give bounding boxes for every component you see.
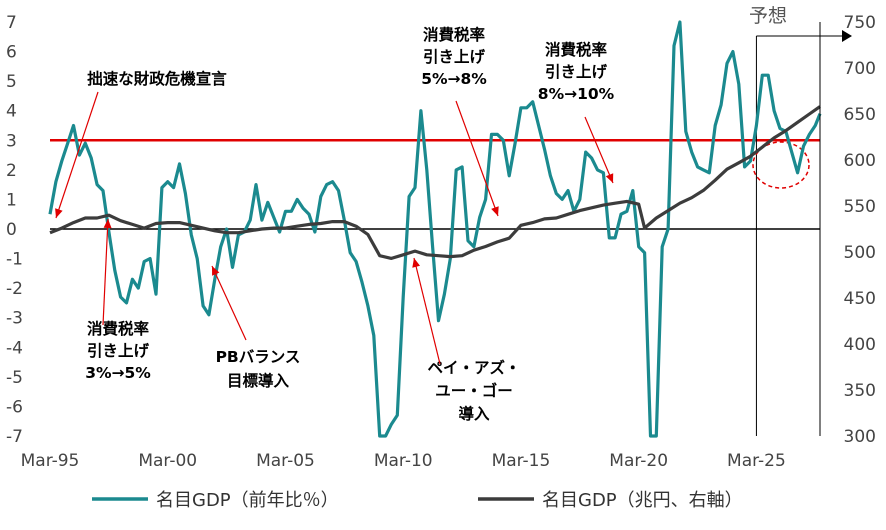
- annotation-arrow-line: [455, 100, 499, 217]
- annotation-text: 消費税率引き上げ 3%→5%: [85, 319, 151, 382]
- y-right-tick-label: 550: [844, 197, 876, 217]
- forecast-arrow-icon: [842, 30, 852, 42]
- annotation-arrowhead-icon: [605, 173, 614, 183]
- annotation-arrow-line: [55, 91, 99, 219]
- annotation-text: 消費税率引き上げ 8%→10%: [538, 40, 615, 103]
- annotation-arrowhead-icon: [412, 258, 420, 268]
- y-right-tick-label: 300: [844, 427, 876, 447]
- x-tick-label: Mar-00: [138, 451, 197, 471]
- annotation-text: 拙速な財政危機宣言: [87, 69, 227, 88]
- annotation-text: PBバランス目標導入: [216, 348, 301, 390]
- annotation-line: 導入: [458, 404, 490, 423]
- y-left-tick-label: 5: [6, 72, 17, 92]
- annotation-text: 消費税率引き上げ 5%→8%: [421, 25, 487, 88]
- forecast-label: 予想: [749, 5, 787, 27]
- annotation-line: 消費税率: [423, 25, 486, 44]
- y-left-tick-label: -1: [6, 250, 23, 270]
- x-tick-label: Mar-10: [374, 451, 433, 471]
- annotation-line: 拙速な財政危機宣言: [87, 69, 227, 88]
- x-tick-label: Mar-95: [21, 451, 80, 471]
- annotation-line: ペイ・アズ・: [427, 358, 520, 377]
- annotation-arrow-line: [211, 265, 247, 341]
- annotation-text: ペイ・アズ・ユー・ゴー導入: [427, 358, 520, 423]
- series-line-nominal-gdp-yoy: [48, 20, 822, 438]
- annotation-arrowhead-icon: [212, 266, 220, 276]
- annotation-line: 目標導入: [227, 371, 290, 390]
- annotation-line: 消費税率: [545, 40, 608, 59]
- y-left-tick-label: -3: [6, 309, 23, 329]
- y-right-tick-label: 350: [844, 381, 876, 401]
- annotation-arrowhead-icon: [55, 208, 63, 218]
- y-left-tick-label: -6: [6, 397, 23, 417]
- x-tick-label: Mar-25: [727, 451, 786, 471]
- y-left-tick-label: 7: [6, 13, 17, 33]
- x-tick-label: Mar-20: [609, 451, 668, 471]
- annotation-line: PBバランス: [216, 348, 301, 366]
- annotation-line: 5%→8%: [421, 70, 487, 88]
- legend-label: 名目GDP（兆円、右軸）: [542, 490, 743, 511]
- y-left-tick-label: 3: [6, 131, 17, 151]
- x-tick-label: Mar-05: [256, 451, 315, 471]
- y-right-tick-label: 450: [844, 289, 876, 309]
- y-right-tick-label: 650: [844, 105, 876, 125]
- y-left-tick-label: -4: [6, 338, 23, 358]
- annotation-arrowhead-icon: [491, 206, 499, 216]
- y-right-tick-label: 750: [844, 13, 876, 33]
- annotation-line: 引き上げ: [87, 342, 150, 360]
- x-tick-label: Mar-15: [492, 451, 551, 471]
- y-left-tick-label: 4: [6, 102, 17, 122]
- y-left-tick-label: 6: [6, 43, 17, 63]
- y-left-tick-label: 1: [6, 190, 17, 210]
- annotation-line: ユー・ゴー: [435, 381, 513, 400]
- legend-label: 名目GDP（前年比％）: [156, 490, 339, 511]
- series-line-nominal-gdp-level: [49, 105, 821, 260]
- y-left-tick-label: -7: [6, 427, 23, 447]
- annotation-line: 引き上げ: [423, 48, 486, 66]
- annotation-arrow-line: [102, 218, 109, 326]
- y-right-tick-label: 700: [844, 59, 876, 79]
- annotation-arrow-line: [584, 116, 614, 184]
- annotation-line: 3%→5%: [85, 364, 151, 382]
- y-left-tick-label: -2: [6, 279, 23, 299]
- y-right-tick-label: 400: [844, 335, 876, 355]
- y-left-tick-label: -5: [6, 368, 23, 388]
- y-left-tick-label: 0: [6, 220, 17, 240]
- y-left-tick-label: 2: [6, 161, 17, 181]
- annotation-line: 8%→10%: [538, 85, 615, 103]
- y-right-tick-label: 600: [844, 151, 876, 171]
- annotation-line: 引き上げ: [545, 63, 608, 81]
- annotation-arrow-line: [413, 257, 441, 365]
- annotation-line: 消費税率: [87, 319, 150, 338]
- annotation-arrowhead-icon: [103, 219, 112, 229]
- forecast-dip-highlight: [752, 141, 810, 189]
- y-right-tick-label: 500: [844, 243, 876, 263]
